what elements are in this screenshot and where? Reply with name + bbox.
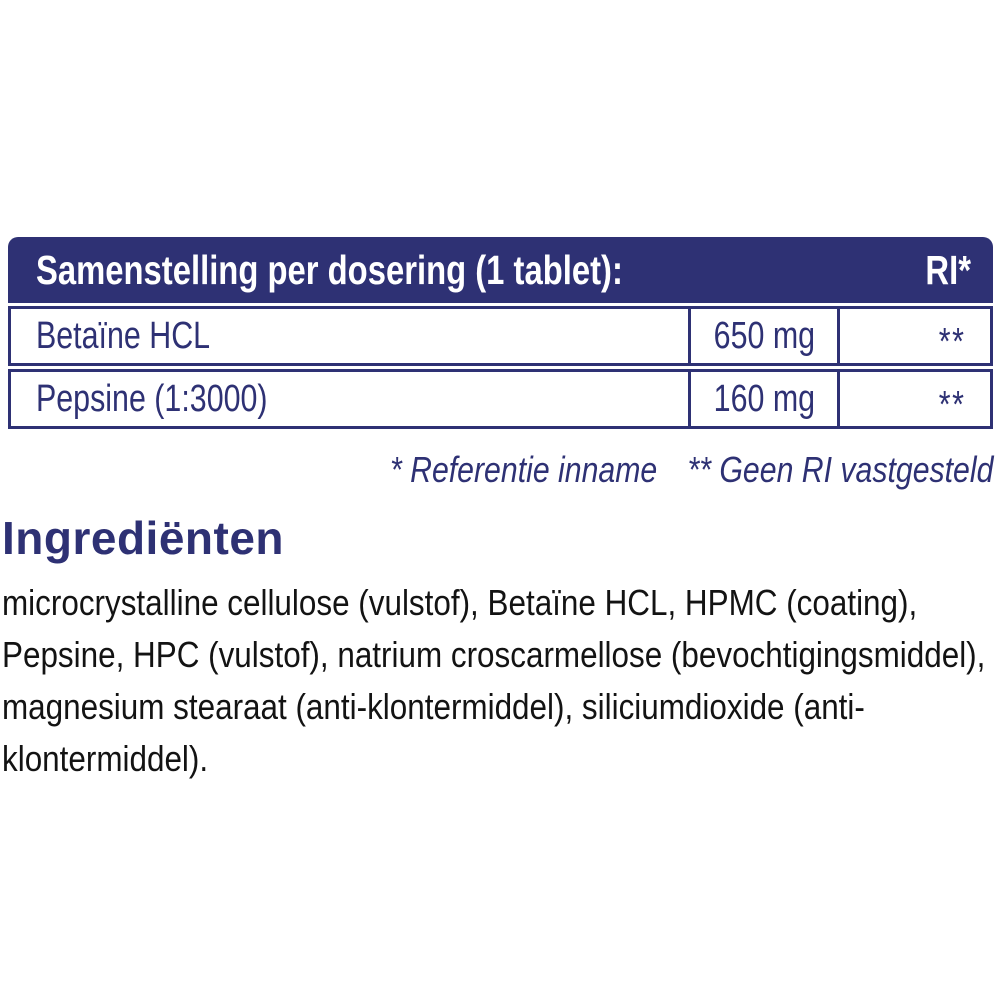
- footnotes-text: * Referentie inname ** Geen RI vastgeste…: [390, 449, 993, 491]
- amount-cell: 160 mg: [688, 372, 837, 426]
- composition-table-title: Samenstelling per dosering (1 tablet):: [36, 246, 623, 293]
- ri-cell: **: [837, 372, 990, 426]
- ri-cell: **: [837, 309, 990, 363]
- amount-cell: 650 mg: [688, 309, 837, 363]
- ri-value: **: [939, 383, 966, 426]
- table-row: Betaïne HCL 650 mg **: [8, 306, 993, 366]
- footnote-reference-intake: * Referentie inname: [389, 449, 657, 490]
- amount-value: 160 mg: [713, 377, 815, 420]
- ingredient-name: Pepsine (1:3000): [36, 377, 268, 420]
- ingredients-list: microcrystalline cellulose (vulstof), Be…: [2, 582, 986, 779]
- composition-table-header: Samenstelling per dosering (1 tablet): R…: [8, 237, 993, 303]
- ingredients-heading: Ingrediënten: [2, 512, 285, 564]
- ri-column-header: RI*: [925, 246, 971, 293]
- table-row: Pepsine (1:3000) 160 mg **: [8, 369, 993, 429]
- ingredient-name-cell: Betaïne HCL: [11, 309, 688, 363]
- footnote-no-ri: ** Geen RI vastgesteld: [687, 449, 993, 490]
- ingredient-name-cell: Pepsine (1:3000): [11, 372, 688, 426]
- composition-table: Samenstelling per dosering (1 tablet): R…: [8, 237, 993, 429]
- footnotes: * Referentie inname ** Geen RI vastgeste…: [0, 449, 993, 491]
- amount-value: 650 mg: [713, 314, 815, 357]
- ingredient-name: Betaïne HCL: [36, 314, 211, 357]
- ri-value: **: [939, 320, 966, 363]
